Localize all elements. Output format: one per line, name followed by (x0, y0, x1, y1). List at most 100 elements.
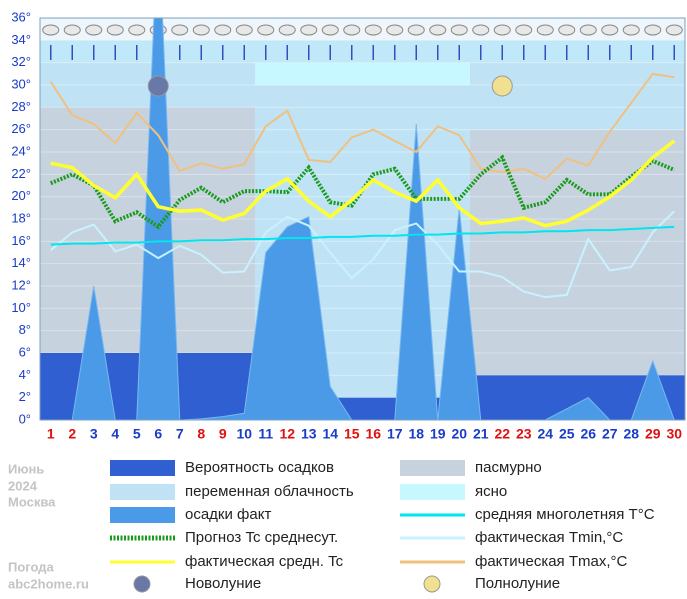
legend-swatch (110, 507, 175, 523)
weather-icon (558, 24, 576, 36)
legend-swatch (110, 460, 175, 476)
x-tick-label: 27 (602, 426, 618, 442)
weather-icon (407, 24, 425, 36)
side-text: Июнь (8, 461, 44, 476)
x-tick-label: 16 (365, 426, 381, 442)
weather-icon (321, 24, 339, 36)
x-tick-label: 18 (408, 426, 424, 442)
side-text: 2024 (8, 478, 38, 493)
x-tick-label: 15 (344, 426, 360, 442)
precip-probability (362, 397, 385, 420)
y-tick-label: 22° (11, 166, 31, 181)
legend-swatch (400, 484, 465, 500)
legend-swatch (423, 575, 441, 593)
precip-area (50, 18, 675, 420)
y-tick-label: 26° (11, 121, 31, 136)
weather-icon (278, 24, 296, 36)
weather-icon (106, 24, 124, 36)
side-text: Москва (8, 494, 56, 509)
y-tick-label: 2° (19, 389, 31, 404)
x-tick-label: 10 (236, 426, 252, 442)
series-line (50, 225, 675, 246)
precip-probability (513, 375, 535, 420)
weather-icon (128, 24, 146, 36)
precip-probability (599, 375, 621, 420)
legend-label: фактическая средн. Tc (185, 553, 344, 570)
plot-frame (39, 17, 686, 421)
precip-probability (491, 375, 514, 420)
legend-label: Новолуние (185, 575, 261, 592)
moon (147, 75, 169, 97)
weather-icon (450, 24, 468, 36)
y-tick-label: 18° (11, 210, 31, 225)
legend-swatch (110, 484, 175, 500)
precip-probability (212, 353, 234, 420)
y-tick-label: 8° (19, 322, 31, 337)
x-tick-label: 21 (473, 426, 489, 442)
x-tick-label: 19 (430, 426, 446, 442)
legend-label: переменная облачность (185, 483, 354, 500)
x-tick-label: 3 (90, 426, 98, 442)
weather-icon (622, 24, 640, 36)
weather-icon (42, 24, 60, 36)
x-tick-label: 6 (154, 426, 162, 442)
weather-icon (85, 24, 103, 36)
moon (491, 75, 513, 97)
legend-label: Прогноз Tc среднесут. (185, 529, 338, 546)
x-tick-label: 17 (387, 426, 403, 442)
x-tick-label: 5 (133, 426, 141, 442)
x-tick-label: 4 (111, 426, 119, 442)
y-tick-label: 20° (11, 188, 31, 203)
x-tick-label: 26 (580, 426, 596, 442)
legend-label: фактическая Tmin,°C (475, 529, 623, 546)
weather-icon (63, 24, 81, 36)
y-tick-label: 6° (19, 344, 31, 359)
precip-probability (534, 375, 557, 420)
weather-icon (386, 24, 404, 36)
weather-icon (192, 24, 210, 36)
x-tick-label: 14 (322, 426, 338, 442)
x-tick-label: 7 (176, 426, 184, 442)
precip-probability (40, 353, 62, 420)
y-tick-label: 14° (11, 255, 31, 270)
weather-icon (515, 24, 533, 36)
y-tick-label: 16° (11, 233, 31, 248)
x-tick-label: 9 (219, 426, 227, 442)
legend-label: осадки факт (185, 506, 271, 523)
y-tick-label: 36° (11, 9, 31, 24)
weather-icon (536, 24, 554, 36)
weather-icon (343, 24, 361, 36)
x-tick-label: 30 (666, 426, 682, 442)
y-tick-label: 4° (19, 367, 31, 382)
x-tick-label: 11 (258, 426, 273, 442)
series-line (49, 154, 676, 230)
weather-icon (171, 24, 189, 36)
x-tick-label: 8 (197, 426, 205, 442)
legend-swatch (400, 460, 465, 476)
legend-label: средняя многолетняя T°C (475, 506, 655, 523)
x-tick-label: 24 (537, 426, 553, 442)
legend-swatch (133, 575, 151, 593)
weather-icon (472, 24, 490, 36)
y-tick-label: 0° (19, 411, 31, 426)
side-text: abc2home.ru (8, 576, 89, 591)
x-tick-label: 29 (645, 426, 661, 442)
y-tick-label: 24° (11, 143, 31, 158)
weather-icon (235, 24, 253, 36)
x-tick-label: 23 (516, 426, 532, 442)
x-tick-label: 13 (301, 426, 317, 442)
weather-icon (364, 24, 382, 36)
legend-label: Вероятность осадков (185, 459, 334, 476)
y-tick-label: 34° (11, 32, 31, 47)
y-tick-label: 30° (11, 76, 31, 91)
y-tick-label: 32° (11, 54, 31, 69)
series-line (50, 139, 676, 228)
weather-icon (257, 24, 275, 36)
weather-icon (493, 24, 511, 36)
weather-icon (429, 24, 447, 36)
weather-icon (665, 24, 683, 36)
legend-label: ясно (475, 483, 507, 500)
y-tick-label: 28° (11, 99, 31, 114)
